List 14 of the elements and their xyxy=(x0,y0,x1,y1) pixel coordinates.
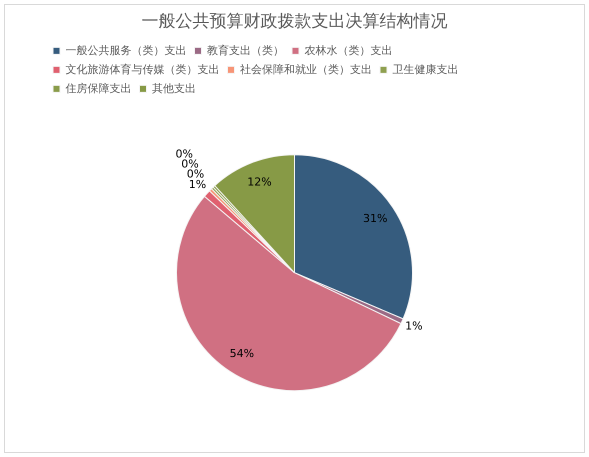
data-label: 0% xyxy=(176,147,193,160)
data-label: 54% xyxy=(230,346,254,360)
legend-label: 卫生健康支出 xyxy=(392,62,458,76)
legend-label: 教育支出（类） xyxy=(207,44,284,57)
chart-title: 一般公共预算财政拨款支出决算结构情况 xyxy=(142,12,448,32)
data-label: 12% xyxy=(247,175,272,188)
data-label: 31% xyxy=(362,212,388,226)
legend-label: 农林水（类）支出 xyxy=(304,44,392,57)
legend-label: 住房保障支出 xyxy=(66,82,132,95)
legend-label: 其他支出 xyxy=(152,82,196,95)
legend-label: 一般公共服务（类）支出 xyxy=(66,44,186,57)
data-label: 1% xyxy=(405,319,423,332)
legend-label: 社会保障和就业（类）支出 xyxy=(240,62,372,76)
legend-label: 文化旅游体育与传媒（类）支出 xyxy=(66,62,220,76)
